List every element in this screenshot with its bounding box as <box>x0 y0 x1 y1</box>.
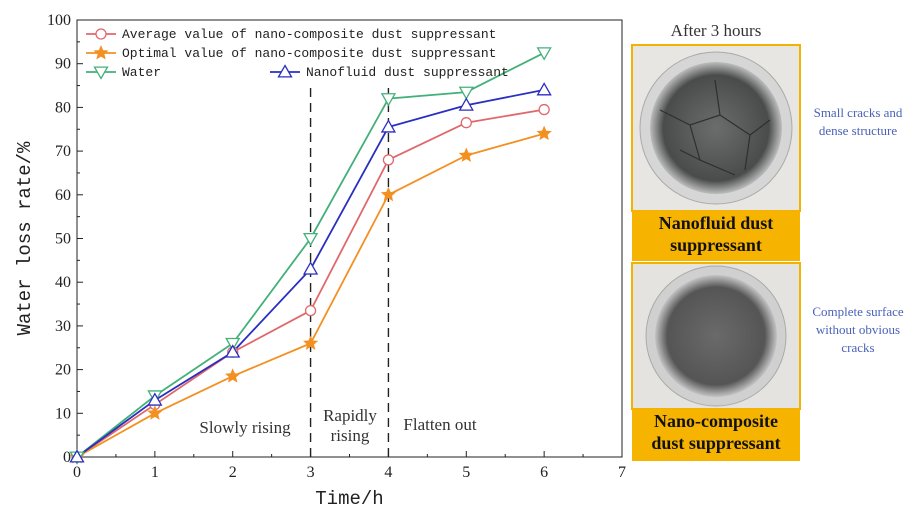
legend-label: Water <box>122 65 161 80</box>
marker <box>538 83 551 94</box>
x-tick-label: 3 <box>307 464 315 481</box>
phase-annotation: Slowly rising <box>199 418 291 437</box>
marker <box>382 94 395 105</box>
sample-surface <box>650 62 782 194</box>
x-tick-label: 1 <box>151 464 159 481</box>
x-tick-label: 6 <box>540 464 548 481</box>
y-tick-label: 40 <box>55 274 71 291</box>
y-tick-label: 30 <box>55 318 71 335</box>
marker <box>225 368 240 382</box>
phase-annotation: Rapidly <box>323 406 377 425</box>
x-tick-label: 0 <box>73 464 81 481</box>
x-tick-label: 7 <box>618 464 626 481</box>
figure: 012345670102030405060708090100Time/hWate… <box>0 0 914 513</box>
sample-label: Nanofluid dust <box>659 213 774 233</box>
phase-annotation: Flatten out <box>403 415 476 434</box>
x-tick-label: 5 <box>462 464 470 481</box>
sample-note: cracks <box>841 340 874 355</box>
y-tick-label: 10 <box>55 405 71 422</box>
sample-surface <box>655 275 777 397</box>
y-tick-label: 60 <box>55 187 71 204</box>
y-tick-label: 20 <box>55 362 71 379</box>
phase-annotation: rising <box>331 426 370 445</box>
marker <box>538 48 551 59</box>
y-tick-label: 90 <box>55 56 71 73</box>
legend-label: Average value of nano-composite dust sup… <box>122 27 496 42</box>
x-axis-label: Time/h <box>315 488 383 510</box>
marker <box>304 263 317 274</box>
y-tick-label: 80 <box>55 99 71 116</box>
y-tick-label: 100 <box>47 12 71 29</box>
panel-title: After 3 hours <box>671 21 762 40</box>
marker <box>461 118 471 128</box>
sample-note: Complete surface <box>812 304 904 319</box>
marker <box>459 148 474 162</box>
sample-note: dense structure <box>819 123 898 138</box>
sample-label: Nano-composite <box>654 411 778 431</box>
legend-marker <box>93 45 108 60</box>
sample-note: Small cracks and <box>814 105 903 120</box>
y-tick-label: 50 <box>55 231 71 248</box>
legend-label: Nanofluid dust suppressant <box>306 65 509 80</box>
x-tick-label: 4 <box>384 464 392 481</box>
x-tick-label: 2 <box>229 464 237 481</box>
marker <box>537 126 552 141</box>
marker <box>383 155 393 165</box>
sample-label: suppressant <box>670 235 762 255</box>
y-axis-label: Water loss rate/% <box>14 141 36 335</box>
legend-label: Optimal value of nano-composite dust sup… <box>122 46 496 61</box>
legend-marker <box>96 29 106 39</box>
marker <box>539 105 549 115</box>
marker <box>306 306 316 316</box>
sample-note: without obvious <box>816 322 900 337</box>
sample-label: dust suppressant <box>651 433 780 453</box>
y-tick-label: 70 <box>55 143 71 160</box>
